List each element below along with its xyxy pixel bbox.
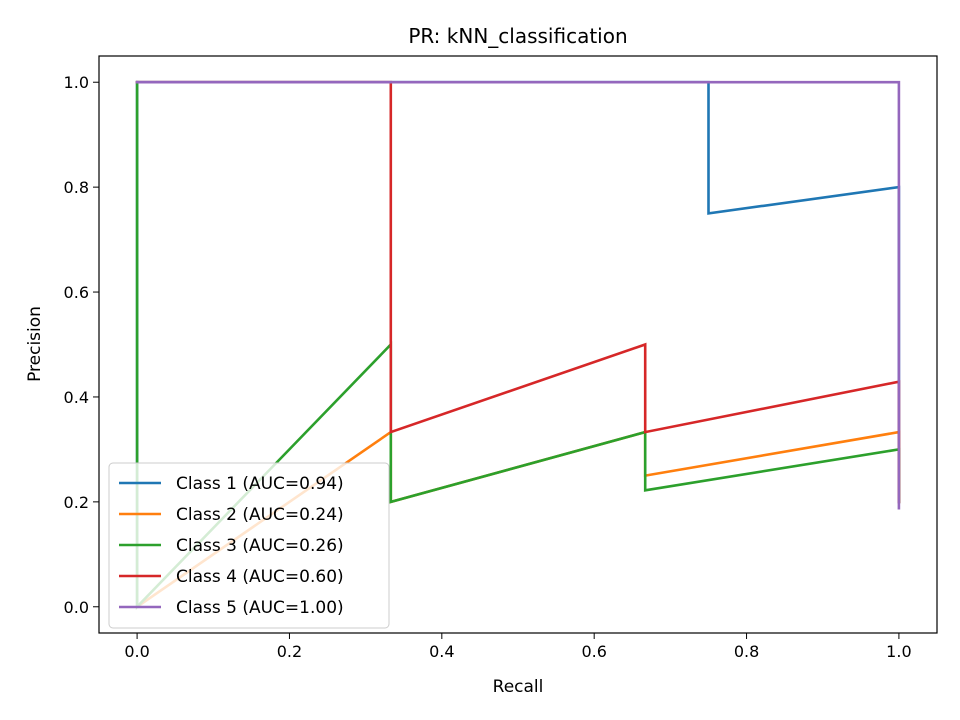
y-axis-ticks: 0.0 0.2 0.4 0.6 0.8 1.0 bbox=[64, 73, 99, 617]
y-tick-label: 0.4 bbox=[64, 388, 89, 407]
x-axis-ticks: 0.0 0.2 0.4 0.6 0.8 1.0 bbox=[124, 633, 912, 661]
x-tick-label: 0.2 bbox=[277, 642, 302, 661]
legend-label-class-4: Class 4 (AUC=0.60) bbox=[176, 567, 344, 587]
plot-frame bbox=[98, 55, 938, 634]
x-tick-label: 0.6 bbox=[581, 642, 606, 661]
y-axis-label: Precision bbox=[25, 306, 45, 382]
y-tick-label: 0.2 bbox=[64, 493, 89, 512]
x-tick-label: 0.4 bbox=[429, 642, 454, 661]
legend-label-class-3: Class 3 (AUC=0.26) bbox=[176, 536, 344, 556]
series-line-class-5 bbox=[135, 80, 901, 510]
legend-box bbox=[108, 462, 390, 629]
y-tick-label: 0.6 bbox=[64, 283, 89, 302]
y-tick-label: 0.8 bbox=[64, 178, 89, 197]
y-tick-label: 1.0 bbox=[64, 73, 89, 92]
chart-title: PR: kNN_classification bbox=[408, 24, 627, 48]
legend: Class 1 (AUC=0.94) Class 2 (AUC=0.24) Clas… bbox=[108, 462, 390, 629]
x-tick-label: 1.0 bbox=[886, 642, 911, 661]
x-axis-label: Recall bbox=[493, 677, 544, 697]
x-tick-label: 0.8 bbox=[734, 642, 759, 661]
legend-label-class-5: Class 5 (AUC=1.00) bbox=[176, 598, 344, 618]
x-tick-label: 0.0 bbox=[124, 642, 149, 661]
y-tick-label: 0.0 bbox=[64, 598, 89, 617]
legend-label-class-2: Class 2 (AUC=0.24) bbox=[176, 505, 344, 525]
legend-label-class-1: Class 1 (AUC=0.94) bbox=[176, 474, 344, 494]
